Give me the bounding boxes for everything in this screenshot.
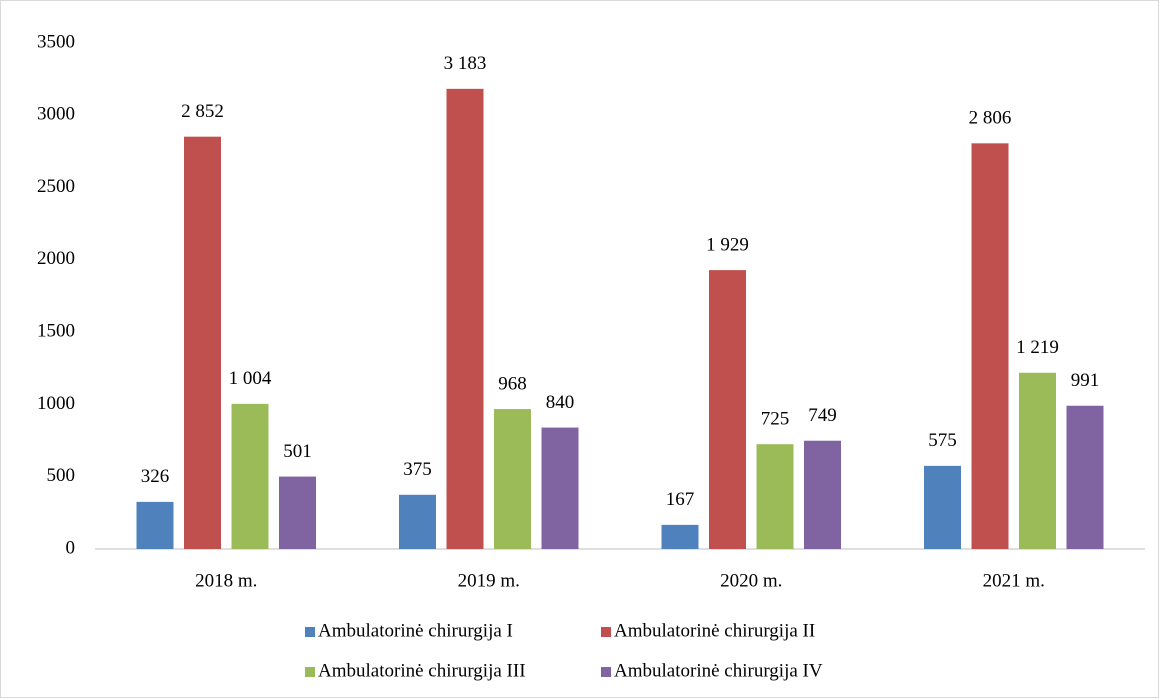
legend-label: Ambulatorinė chirurgija IV xyxy=(614,660,823,681)
data-label: 3 183 xyxy=(444,53,487,74)
legend-label: Ambulatorinė chirurgija II xyxy=(614,620,815,641)
legend-swatch xyxy=(305,627,315,637)
y-tick-label: 500 xyxy=(47,465,76,486)
data-label: 968 xyxy=(498,373,527,394)
x-tick-label: 2021 m. xyxy=(983,570,1045,591)
bar xyxy=(184,136,221,549)
bar xyxy=(804,440,841,549)
bar xyxy=(924,465,961,549)
bar xyxy=(756,444,794,549)
data-label: 991 xyxy=(1071,370,1100,391)
y-tick-label: 2500 xyxy=(37,176,75,197)
bar xyxy=(1019,372,1056,549)
bar xyxy=(399,494,436,549)
bar xyxy=(1066,405,1104,549)
legend-swatch xyxy=(305,667,315,677)
y-tick-label: 2000 xyxy=(37,248,75,269)
data-label: 725 xyxy=(761,409,790,430)
x-tick-label: 2019 m. xyxy=(458,570,520,591)
legend-swatch xyxy=(601,667,611,677)
bar xyxy=(541,427,579,549)
legend-swatch xyxy=(601,627,611,637)
x-tick-label: 2020 m. xyxy=(720,570,782,591)
bar xyxy=(279,476,316,549)
data-label: 1 929 xyxy=(706,234,749,255)
data-label: 575 xyxy=(928,430,957,451)
y-tick-label: 1500 xyxy=(37,321,75,342)
x-tick-label: 2018 m. xyxy=(195,570,257,591)
data-label: 501 xyxy=(283,441,312,462)
bar xyxy=(231,403,269,549)
bar xyxy=(494,409,531,549)
data-label: 326 xyxy=(141,466,170,487)
y-tick-label: 3500 xyxy=(37,31,75,52)
data-label: 2 852 xyxy=(181,101,224,122)
bar xyxy=(661,524,699,549)
bar xyxy=(709,270,746,549)
bar xyxy=(446,88,484,550)
y-tick-label: 0 xyxy=(66,537,76,558)
data-label: 2 806 xyxy=(969,108,1012,129)
data-label: 749 xyxy=(808,405,837,426)
bar xyxy=(136,501,174,549)
legend-label: Ambulatorinė chirurgija I xyxy=(318,620,513,641)
data-label: 840 xyxy=(546,392,575,413)
legend-label: Ambulatorinė chirurgija III xyxy=(318,660,526,681)
data-label: 375 xyxy=(403,459,432,480)
data-label: 1 004 xyxy=(229,368,272,389)
y-tick-label: 1000 xyxy=(37,393,75,414)
bar xyxy=(971,143,1009,549)
data-label: 1 219 xyxy=(1016,337,1059,358)
data-label: 167 xyxy=(666,489,695,510)
y-tick-label: 3000 xyxy=(37,104,75,125)
